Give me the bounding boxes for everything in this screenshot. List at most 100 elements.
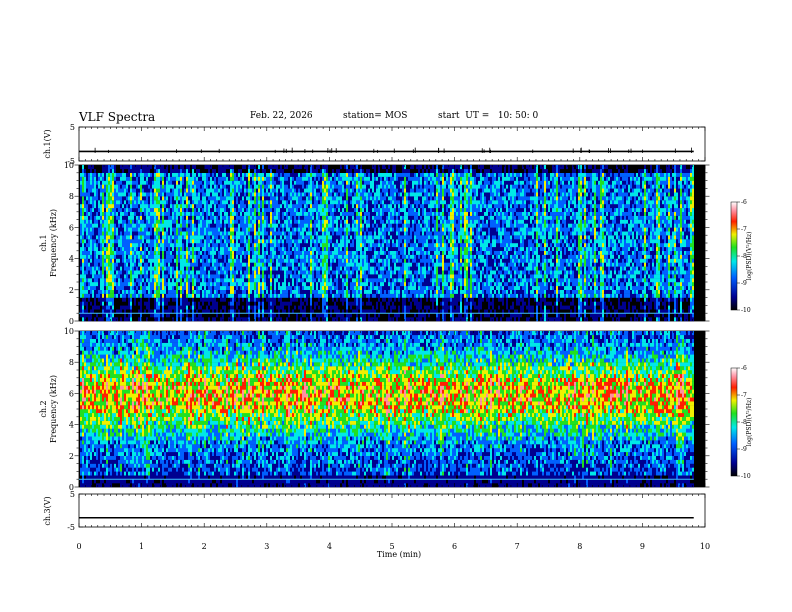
spectrogram-pixel	[218, 301, 220, 306]
spectrogram-pixel	[240, 262, 242, 267]
spectrogram-pixel	[118, 317, 120, 322]
spectrogram-pixel	[286, 317, 288, 322]
spectrogram-pixel	[110, 172, 112, 177]
spectrogram-pixel	[170, 215, 172, 220]
spectrogram-pixel	[268, 172, 270, 177]
spectrogram-pixel	[152, 219, 154, 224]
spectrogram-pixel	[154, 274, 156, 279]
spectrogram-pixel	[260, 297, 262, 302]
spectrogram-pixel	[82, 282, 84, 287]
spectrogram-pixel	[232, 180, 234, 185]
spectrogram-pixel	[300, 258, 302, 263]
spectrogram-pixel	[262, 258, 264, 263]
spectrogram-pixel	[168, 270, 170, 275]
spectrogram-pixel	[118, 231, 120, 236]
spectrogram-pixel	[250, 200, 252, 205]
spectrogram-pixel	[324, 266, 326, 271]
spectrogram-pixel	[320, 282, 322, 287]
spectrogram-pixel	[288, 266, 290, 271]
spectrogram-pixel	[84, 282, 86, 287]
spectrogram-pixel	[92, 196, 94, 201]
spectrogram-pixel	[98, 188, 100, 193]
spectrogram-pixel	[316, 266, 318, 271]
spectrogram-pixel	[126, 215, 128, 220]
spectrogram-pixel	[210, 317, 212, 322]
spectrogram-pixel	[310, 188, 312, 193]
spectrogram-pixel	[178, 176, 180, 181]
spectrogram-pixel	[106, 301, 108, 306]
spectrogram-pixel	[234, 223, 236, 228]
spectrogram-pixel	[262, 211, 264, 216]
spectrogram-pixel	[172, 188, 174, 193]
spectrogram-pixel	[128, 204, 130, 209]
spectrogram-pixel	[312, 289, 314, 294]
spectrogram-pixel	[204, 246, 206, 251]
spectrogram-pixel	[302, 313, 304, 318]
spectrogram-pixel	[94, 239, 96, 244]
spectrogram-pixel	[146, 176, 148, 181]
spectrogram-pixel	[104, 309, 106, 314]
spectrogram-pixel	[102, 207, 104, 212]
spectrogram-pixel	[218, 309, 220, 314]
spectrogram-pixel	[130, 297, 132, 302]
spectrogram-pixel	[242, 270, 244, 275]
spectrogram-pixel	[114, 207, 116, 212]
spectrogram-pixel	[322, 266, 324, 271]
spectrogram-pixel	[308, 168, 310, 173]
spectrogram-pixel	[234, 231, 236, 236]
spectrogram-pixel	[282, 192, 284, 197]
spectrogram-pixel	[242, 200, 244, 205]
spectrogram-pixel	[184, 184, 186, 189]
spectrogram-pixel	[114, 266, 116, 271]
spectrogram-pixel	[290, 301, 292, 306]
spectrogram-pixel	[314, 305, 316, 310]
spectrogram-pixel	[244, 274, 246, 279]
spectrogram-pixel	[166, 192, 168, 197]
spectrogram-pixel	[252, 266, 254, 271]
spectrogram-pixel	[304, 227, 306, 232]
spectrogram-pixel	[96, 176, 98, 181]
spectrogram-pixel	[264, 231, 266, 236]
spectrogram-pixel	[158, 285, 160, 290]
spectrogram-pixel	[284, 266, 286, 271]
spectrogram-pixel	[124, 180, 126, 185]
spectrogram-pixel	[266, 270, 268, 275]
spectrogram-pixel	[162, 235, 164, 240]
spectrogram-pixel	[284, 250, 286, 255]
spectrogram-pixel	[302, 235, 304, 240]
spectrogram-pixel	[210, 293, 212, 298]
spectrogram-pixel	[312, 184, 314, 189]
spectrogram-pixel	[214, 176, 216, 181]
spectrogram-pixel	[174, 204, 176, 209]
spectrogram-pixel	[144, 274, 146, 279]
spectrogram-pixel	[220, 289, 222, 294]
spectrogram-pixel	[314, 219, 316, 224]
spectrogram-pixel	[238, 239, 240, 244]
spectrogram-pixel	[160, 258, 162, 263]
spectrogram-pixel	[272, 274, 274, 279]
spectrogram-pixel	[142, 258, 144, 263]
spectrogram-pixel	[202, 250, 204, 255]
spectrogram-pixel	[146, 270, 148, 275]
spectrogram-pixel	[194, 172, 196, 177]
spectrogram-pixel	[194, 285, 196, 290]
spectrogram-pixel	[272, 165, 274, 170]
spectrogram-pixel	[274, 235, 276, 240]
spectrogram-pixel	[318, 165, 320, 170]
spectrogram-pixel	[84, 204, 86, 209]
spectrogram-pixel	[160, 282, 162, 287]
spectrogram-pixel	[152, 235, 154, 240]
spectrogram-pixel	[212, 192, 214, 197]
spectrogram-pixel	[258, 211, 260, 216]
spectrogram-pixel	[84, 285, 86, 290]
spectrogram-pixel	[188, 235, 190, 240]
spectrogram-pixel	[144, 309, 146, 314]
spectrogram-pixel	[262, 196, 264, 201]
spectrogram-pixel	[186, 239, 188, 244]
spectrogram-pixel	[292, 270, 294, 275]
spectrogram-pixel	[204, 188, 206, 193]
spectrogram-pixel	[118, 301, 120, 306]
spectrogram-pixel	[292, 282, 294, 287]
spectrogram-pixel	[202, 297, 204, 302]
spectrogram-pixel	[100, 172, 102, 177]
